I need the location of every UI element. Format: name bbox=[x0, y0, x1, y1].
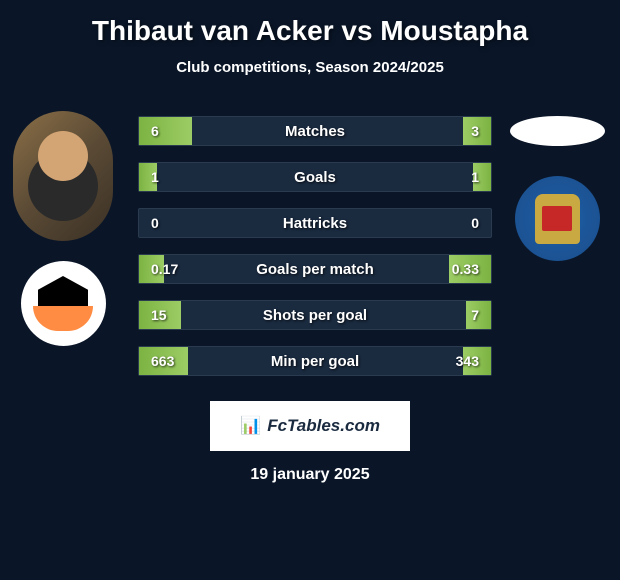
stat-label: Shots per goal bbox=[139, 307, 491, 324]
branding: 📊 FcTables.com bbox=[210, 401, 410, 451]
stat-bar-gpm: 0.17 Goals per match 0.33 bbox=[138, 254, 492, 284]
stat-label: Goals bbox=[139, 169, 491, 186]
right-column bbox=[502, 111, 612, 261]
stat-value-right: 1 bbox=[471, 169, 479, 185]
comparison-card: Thibaut van Acker vs Moustapha Club comp… bbox=[0, 0, 620, 494]
player2-club-logo bbox=[515, 176, 600, 261]
page-title: Thibaut van Acker vs Moustapha bbox=[0, 15, 620, 47]
content-row: 6 Matches 3 1 Goals 1 0 Hattricks 0 bbox=[0, 111, 620, 376]
stat-bar-goals: 1 Goals 1 bbox=[138, 162, 492, 192]
stat-value-right: 3 bbox=[471, 123, 479, 139]
player1-photo bbox=[13, 111, 113, 241]
left-column bbox=[8, 111, 118, 346]
date-label: 19 january 2025 bbox=[0, 466, 620, 484]
stat-value-right: 7 bbox=[471, 307, 479, 323]
chart-icon: 📊 bbox=[240, 416, 261, 436]
player2-badge bbox=[510, 116, 605, 146]
stat-bar-hattricks: 0 Hattricks 0 bbox=[138, 208, 492, 238]
player1-club-logo bbox=[21, 261, 106, 346]
stat-value-right: 0 bbox=[471, 215, 479, 231]
stat-label: Min per goal bbox=[139, 353, 491, 370]
stat-label: Matches bbox=[139, 123, 491, 140]
stat-value-right: 0.33 bbox=[452, 261, 479, 277]
subtitle: Club competitions, Season 2024/2025 bbox=[0, 59, 620, 76]
stat-bar-spg: 15 Shots per goal 7 bbox=[138, 300, 492, 330]
stat-label: Goals per match bbox=[139, 261, 491, 278]
branding-text: FcTables.com bbox=[267, 416, 380, 436]
stat-bar-mpg: 663 Min per goal 343 bbox=[138, 346, 492, 376]
stat-bars: 6 Matches 3 1 Goals 1 0 Hattricks 0 bbox=[118, 111, 502, 376]
stat-bar-matches: 6 Matches 3 bbox=[138, 116, 492, 146]
stat-label: Hattricks bbox=[139, 215, 491, 232]
stat-value-right: 343 bbox=[456, 353, 479, 369]
